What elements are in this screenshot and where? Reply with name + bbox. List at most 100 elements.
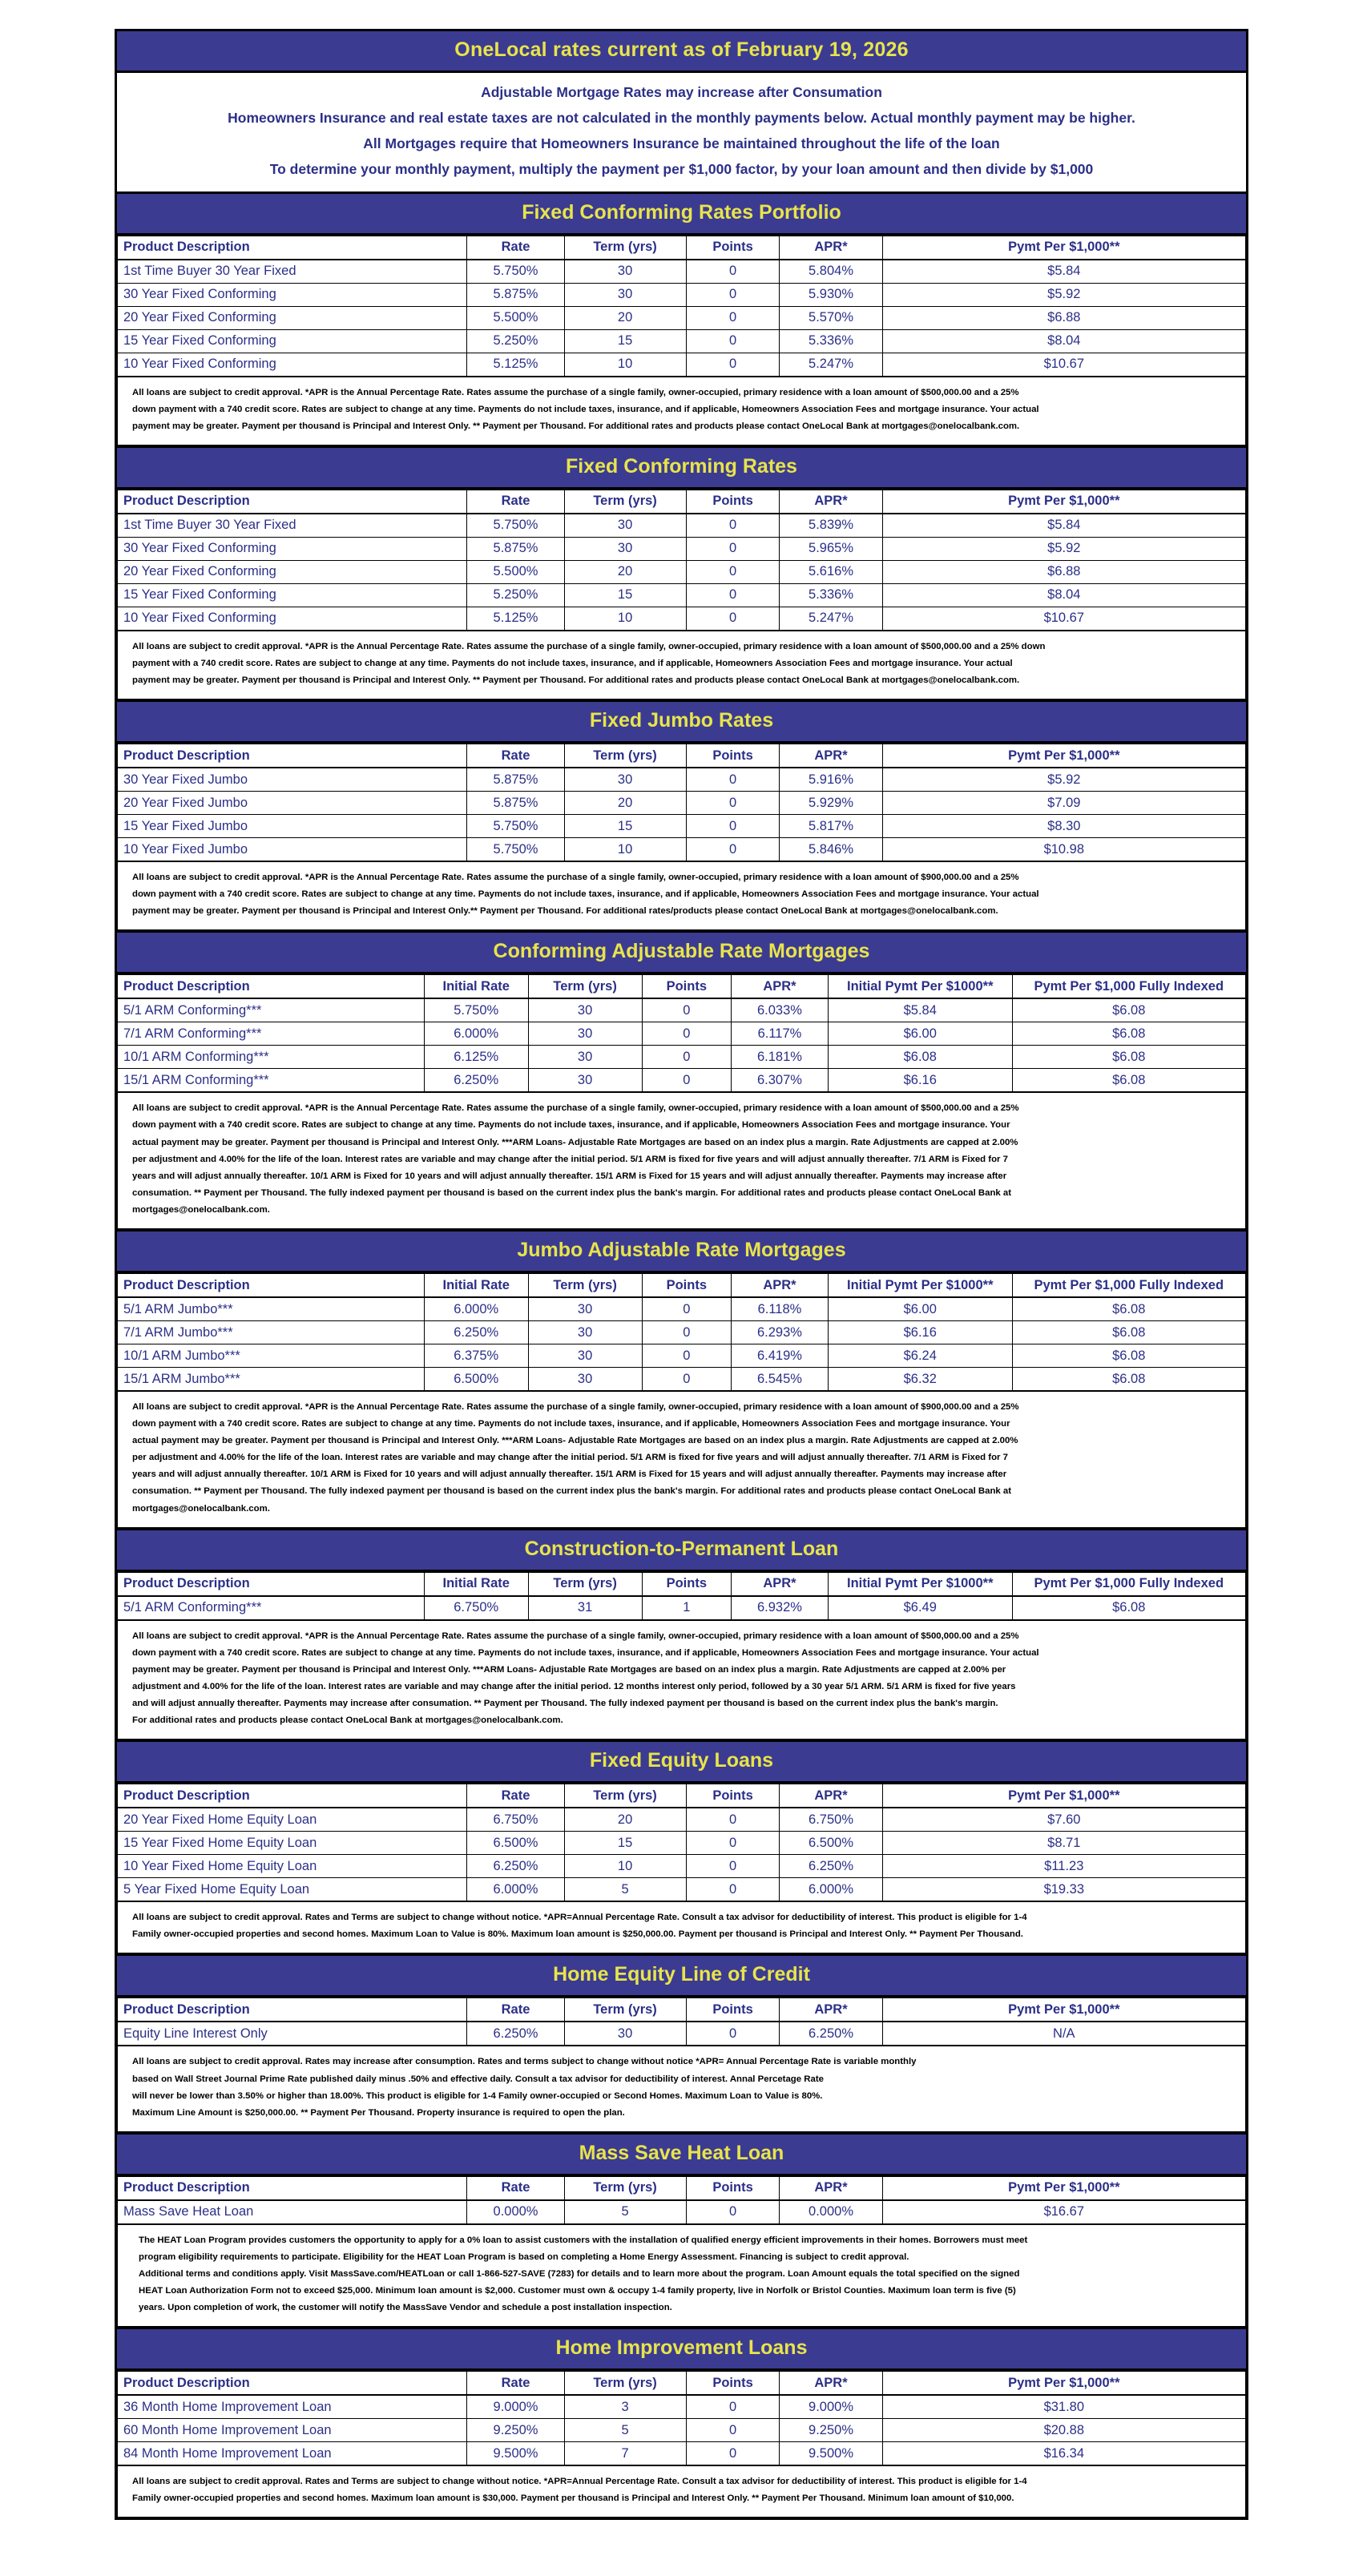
product-description-cell: 5/1 ARM Conforming***: [117, 998, 425, 1023]
rate-section-fixed-conforming-portfolio: Fixed Conforming Rates Portfolio Product …: [116, 191, 1247, 445]
table-row: 15 Year Fixed Conforming 5.250% 15 0 5.336% $…: [116, 583, 1247, 607]
disclaimer-line: Additional terms and conditions apply. V…: [139, 2268, 1020, 2279]
rate-section-mass-save-heat-loan: Mass Save Heat Loan Product Description Ra…: [116, 2131, 1247, 2328]
rate-table-heloc: Product Description Rate Term (yrs) Points A…: [116, 1998, 1247, 2047]
rate-cell: 5.125%: [466, 606, 565, 631]
column-header: Initial Pymt Per $1000**: [828, 1571, 1013, 1597]
column-header: Product Description: [117, 1571, 425, 1597]
rate-cell: 6.250%: [423, 1068, 529, 1094]
disclaimer-line: All loans are subject to credit approval…: [132, 1913, 1027, 1923]
rate-cell: 30: [527, 1320, 643, 1344]
rate-cell: 0: [641, 1068, 732, 1094]
section-title-home-improvement: Home Improvement Loans: [117, 2327, 1246, 2372]
column-header: Term (yrs): [563, 2371, 687, 2397]
page-title: OneLocal rates current as of February 19…: [117, 31, 1246, 73]
disclaimer-conforming-arm: All loans are subject to credit approval…: [117, 1093, 1246, 1229]
disclaimer-line: down payment with a 740 credit score. Ra…: [132, 404, 1039, 414]
product-description-cell: 1st Time Buyer 30 Year Fixed: [116, 513, 468, 538]
rate-cell: 5: [563, 1877, 687, 1903]
rate-table-fixed-conforming: Product Description Rate Term (yrs) Points A…: [116, 489, 1247, 631]
disclaimer-line: All loans are subject to credit approval…: [132, 2057, 917, 2067]
column-header: Points: [685, 2371, 780, 2397]
table-header-row: Product Description Initial Rate Term (yrs…: [117, 1571, 1246, 1597]
rate-cell: 5.750%: [466, 837, 565, 863]
table-row: 30 Year Fixed Conforming 5.875% 30 0 5.930% $…: [116, 282, 1247, 307]
column-header: Product Description: [117, 974, 425, 1000]
rate-cell: 5.616%: [779, 559, 883, 584]
intro-notice-line: To determine your monthly payment, multi…: [269, 160, 1094, 177]
disclaimer-line: payment may be greater. Payment per thou…: [132, 906, 998, 917]
disclaimer-line: mortgages@onelocalbank.com.: [132, 1204, 270, 1215]
product-description-cell: 30 Year Fixed Conforming: [116, 536, 468, 561]
product-description-cell: 60 Month Home Improvement Loan: [116, 2418, 468, 2443]
disclaimer-line: All loans are subject to credit approval…: [132, 873, 1019, 883]
rate-cell: 5.916%: [779, 767, 883, 792]
sections-host: Fixed Conforming Rates Portfolio Product …: [116, 191, 1247, 2518]
disclaimer-fixed-equity: All loans are subject to credit approval…: [117, 1902, 1246, 1954]
rate-cell: $16.34: [881, 2441, 1247, 2467]
rate-cell: 9.500%: [779, 2441, 883, 2467]
section-title-fixed-conforming: Fixed Conforming Rates: [117, 445, 1246, 490]
rate-cell: 5: [563, 2199, 687, 2225]
table-row: 20 Year Fixed Home Equity Loan 6.750% 20 0 6…: [116, 1807, 1247, 1832]
table-row: 15 Year Fixed Home Equity Loan 6.500% 15 0 6…: [116, 1831, 1247, 1856]
rate-section-conforming-arm: Conforming Adjustable Rate Mortgages Prod…: [117, 930, 1246, 1229]
intro-notice-line: Homeowners Insurance and real estate tax…: [228, 109, 1135, 126]
column-header: Rate: [466, 2371, 565, 2397]
table-row: 5/1 ARM Conforming*** 6.750% 31 1 6.932% $6.4…: [117, 1595, 1246, 1621]
section-title-fixed-equity: Fixed Equity Loans: [117, 1740, 1246, 1784]
column-header: Product Description: [116, 2175, 468, 2201]
rate-cell: 6.117%: [730, 1022, 829, 1046]
product-description-cell: 15 Year Fixed Conforming: [116, 329, 468, 353]
disclaimer-home-improvement: All loans are subject to credit approval…: [117, 2466, 1246, 2518]
rate-cell: 6.750%: [423, 1595, 529, 1621]
table-header-row: Product Description Initial Rate Term (yrs…: [117, 974, 1246, 1000]
rate-cell: $6.08: [1011, 998, 1246, 1023]
rate-cell: $6.08: [1011, 1296, 1246, 1321]
rate-cell: 5.804%: [779, 259, 883, 284]
table-row: 1st Time Buyer 30 Year Fixed 5.750% 30 0 5.8…: [116, 513, 1247, 538]
rate-cell: 10: [563, 606, 687, 631]
product-description-cell: Mass Save Heat Loan: [116, 2199, 468, 2225]
column-header: Product Description: [116, 1784, 468, 1809]
section-title-mass-save-heat-loan: Mass Save Heat Loan: [117, 2131, 1246, 2176]
rate-cell: 5.570%: [779, 305, 883, 330]
rate-cell: 0: [641, 1045, 732, 1070]
column-header: Points: [685, 235, 780, 260]
rate-cell: 5.750%: [466, 814, 565, 839]
rate-table-mass-save-heat-loan: Product Description Rate Term (yrs) Points A…: [116, 2175, 1247, 2225]
rate-cell: 6.500%: [779, 1831, 883, 1856]
column-header: Term (yrs): [527, 1273, 643, 1298]
product-description-cell: 10/1 ARM Conforming***: [117, 1045, 425, 1070]
rate-cell: 15: [563, 814, 687, 839]
disclaimer-line: All loans are subject to credit approval…: [132, 1631, 1019, 1641]
disclaimer-line: mortgages@onelocalbank.com.: [132, 1503, 270, 1514]
product-description-cell: 5/1 ARM Jumbo***: [117, 1296, 425, 1321]
section-title-jumbo-arm: Jumbo Adjustable Rate Mortgages: [117, 1229, 1246, 1273]
rate-cell: $5.92: [881, 767, 1247, 792]
rate-table-conforming-arm: Product Description Initial Rate Term (yrs…: [117, 974, 1246, 1094]
table-row: 15/1 ARM Conforming*** 6.250% 30 0 6.307% $6.…: [117, 1068, 1246, 1094]
rate-cell: 6.250%: [466, 2021, 565, 2047]
disclaimer-line: down payment with a 740 credit score. Ra…: [132, 889, 1039, 900]
rate-cell: 30: [563, 767, 687, 792]
rate-cell: 0: [685, 352, 780, 377]
product-description-cell: 15 Year Fixed Conforming: [116, 583, 468, 607]
column-header: APR*: [730, 974, 829, 1000]
rate-cell: 20: [563, 791, 687, 816]
product-description-cell: Equity Line Interest Only: [116, 2021, 468, 2047]
disclaimer-line: down payment with a 740 credit score. Ra…: [132, 1647, 1039, 1658]
rate-section-construction-to-permanent: Construction-to-Permanent Loan Product De…: [117, 1527, 1246, 1740]
rate-cell: $6.08: [1011, 1367, 1246, 1392]
rate-cell: 5.500%: [466, 559, 565, 584]
rate-cell: 0: [685, 1877, 780, 1903]
column-header: Points: [685, 489, 780, 514]
rate-cell: $6.08: [1011, 1320, 1246, 1344]
column-header: Points: [685, 2175, 780, 2201]
product-description-cell: 20 Year Fixed Jumbo: [116, 791, 468, 816]
disclaimer-line: per adjustment and 4.00% for the life of…: [132, 1453, 1008, 1463]
rate-cell: 9.500%: [466, 2441, 565, 2467]
rate-cell: 0: [685, 814, 780, 839]
rate-cell: 5.875%: [466, 767, 565, 792]
